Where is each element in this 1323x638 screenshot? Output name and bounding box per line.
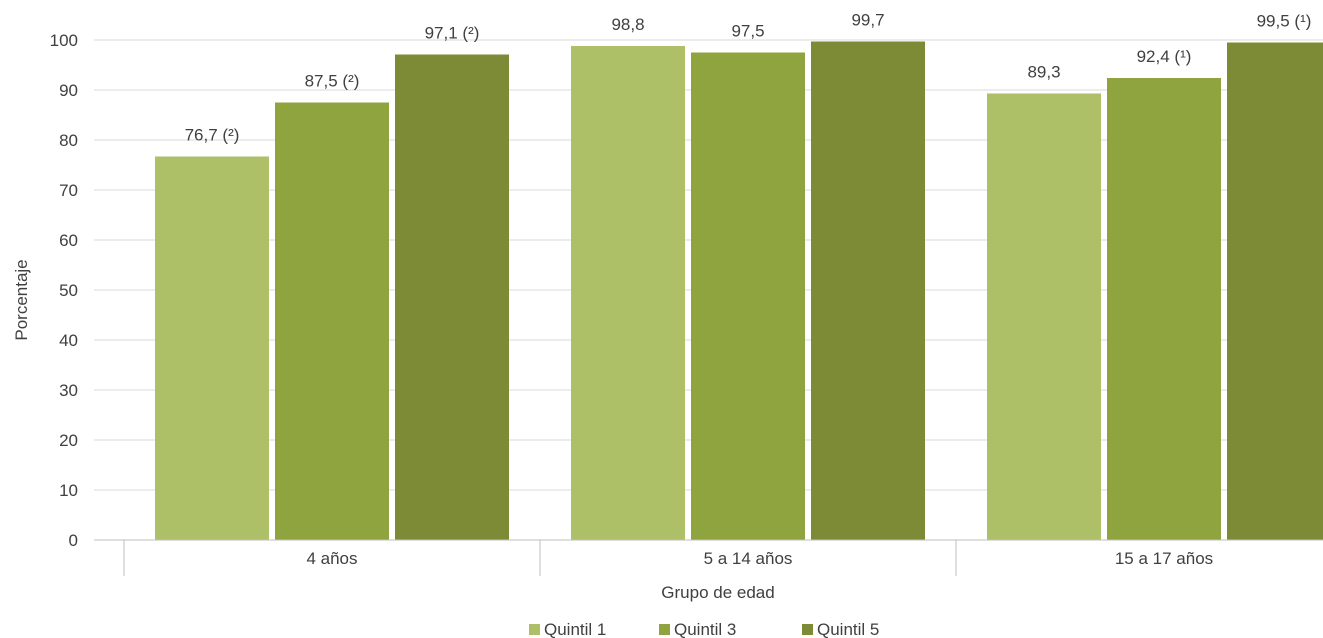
y-tick-label: 40 — [59, 331, 78, 350]
legend-swatch — [529, 624, 540, 635]
data-label: 92,4 (¹) — [1137, 47, 1192, 66]
y-tick-label: 80 — [59, 131, 78, 150]
data-label: 87,5 (²) — [305, 72, 360, 91]
legend-swatch — [659, 624, 670, 635]
x-axis-title: Grupo de edad — [661, 583, 774, 602]
y-tick-label: 60 — [59, 231, 78, 250]
data-label: 98,8 — [611, 15, 644, 34]
x-tick-label: 15 a 17 años — [1115, 549, 1213, 568]
x-axis: 4 años 5 a 14 años 15 a 17 años — [94, 539, 1323, 576]
y-tick-label: 30 — [59, 381, 78, 400]
legend-label: Quintil 1 — [544, 620, 606, 638]
bar — [571, 46, 685, 540]
x-tick-label: 5 a 14 años — [704, 549, 793, 568]
bar — [395, 54, 509, 540]
data-label: 76,7 (²) — [185, 126, 240, 145]
data-label: 97,5 — [731, 22, 764, 41]
bar — [155, 156, 269, 540]
legend: Quintil 1 Quintil 3 Quintil 5 — [529, 620, 879, 638]
bar — [691, 52, 805, 540]
y-tick-label: 10 — [59, 481, 78, 500]
y-tick-label: 70 — [59, 181, 78, 200]
legend-swatch — [802, 624, 813, 635]
y-axis-ticks: 0 10 20 30 40 50 60 70 80 90 100 — [50, 31, 78, 550]
bar — [987, 93, 1101, 540]
data-label: 99,5 (¹) — [1257, 12, 1312, 31]
legend-label: Quintil 3 — [674, 620, 736, 638]
data-label: 97,1 (²) — [425, 24, 480, 43]
y-tick-label: 20 — [59, 431, 78, 450]
bars — [155, 41, 1323, 540]
legend-label: Quintil 5 — [817, 620, 879, 638]
data-label: 99,7 — [851, 11, 884, 30]
data-labels: 76,7 (²) 87,5 (²) 97,1 (²) 98,8 97,5 99,7 89,3… — [185, 11, 1312, 145]
y-tick-label: 90 — [59, 81, 78, 100]
y-tick-label: 100 — [50, 31, 78, 50]
data-label: 89,3 — [1027, 63, 1060, 82]
y-tick-label: 0 — [69, 531, 78, 550]
bar — [275, 102, 389, 540]
bar — [1107, 78, 1221, 540]
y-tick-label: 50 — [59, 281, 78, 300]
bar — [811, 41, 925, 540]
bar — [1227, 42, 1323, 540]
x-tick-label: 4 años — [306, 549, 357, 568]
y-axis-title: Porcentaje — [12, 259, 31, 340]
